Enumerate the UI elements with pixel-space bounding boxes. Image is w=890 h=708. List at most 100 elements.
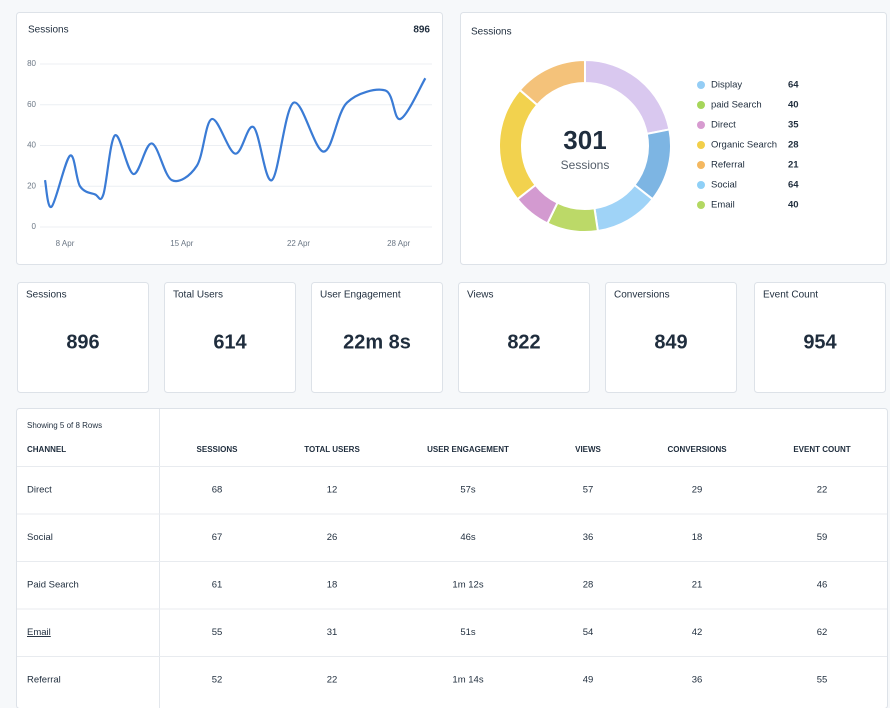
line-title: Sessions bbox=[28, 25, 69, 36]
cell: 52 bbox=[212, 675, 223, 686]
cell: 29 bbox=[692, 485, 703, 496]
donut-segment bbox=[518, 58, 586, 107]
donut-title: Sessions bbox=[471, 27, 512, 38]
line-total: 896 bbox=[413, 25, 430, 36]
cell: 1m 14s bbox=[452, 675, 483, 686]
column-header: EVENT COUNT bbox=[793, 445, 850, 454]
legend-value: 21 bbox=[788, 160, 799, 171]
column-header: TOTAL USERS bbox=[304, 445, 360, 454]
legend-swatch bbox=[697, 181, 705, 189]
channel-link[interactable]: Email bbox=[27, 627, 51, 638]
legend-value: 64 bbox=[788, 80, 799, 91]
legend-label: Email bbox=[711, 200, 735, 211]
kpi-label: User Engagement bbox=[320, 290, 401, 301]
cell: 46s bbox=[460, 532, 476, 543]
cell: 22 bbox=[817, 485, 828, 496]
donut-center-label: Sessions bbox=[561, 158, 610, 172]
cell: 26 bbox=[327, 532, 338, 543]
cell: 49 bbox=[583, 675, 594, 686]
cell: 67 bbox=[212, 532, 223, 543]
legend-label: Direct bbox=[711, 120, 736, 131]
kpi-value: 822 bbox=[507, 331, 540, 353]
cell: 36 bbox=[692, 675, 703, 686]
legend-swatch bbox=[697, 161, 705, 169]
kpi-label: Conversions bbox=[614, 290, 670, 301]
cell: 28 bbox=[583, 580, 594, 591]
cell: 55 bbox=[212, 627, 223, 638]
cell: 21 bbox=[692, 580, 703, 591]
legend-swatch bbox=[697, 141, 705, 149]
cell: 18 bbox=[692, 532, 703, 543]
y-tick-label: 40 bbox=[27, 141, 36, 150]
kpi-card bbox=[311, 282, 443, 393]
kpi-label: Sessions bbox=[26, 290, 67, 301]
donut-center-value: 301 bbox=[563, 125, 606, 155]
x-tick-label: 8 Apr bbox=[56, 239, 75, 248]
legend-value: 28 bbox=[788, 140, 799, 151]
column-header: SESSIONS bbox=[197, 445, 239, 454]
column-header: VIEWS bbox=[575, 445, 601, 454]
legend-label: paid Search bbox=[711, 100, 762, 111]
legend-label: Organic Search bbox=[711, 140, 777, 151]
legend-label: Social bbox=[711, 180, 737, 191]
cell: 57 bbox=[583, 485, 594, 496]
column-header: CHANNEL bbox=[27, 445, 66, 454]
y-tick-label: 20 bbox=[27, 181, 36, 190]
cell: 36 bbox=[583, 532, 594, 543]
kpi-label: Total Users bbox=[173, 290, 223, 301]
cell: 68 bbox=[212, 485, 223, 496]
kpi-label: Views bbox=[467, 290, 494, 301]
cell: 62 bbox=[817, 627, 828, 638]
cell: 18 bbox=[327, 580, 338, 591]
x-tick-label: 28 Apr bbox=[387, 239, 410, 248]
kpi-card bbox=[164, 282, 296, 393]
legend-swatch bbox=[697, 101, 705, 109]
cell: 51s bbox=[460, 627, 476, 638]
legend-swatch bbox=[697, 121, 705, 129]
legend-value: 64 bbox=[788, 180, 799, 191]
channel-name: Social bbox=[27, 532, 53, 543]
legend-swatch bbox=[697, 81, 705, 89]
cell: 1m 12s bbox=[452, 580, 483, 591]
legend-label: Referral bbox=[711, 160, 745, 171]
cell: 54 bbox=[583, 627, 594, 638]
column-header: CONVERSIONS bbox=[667, 445, 727, 454]
session-line bbox=[43, 77, 427, 208]
table-caption: Showing 5 of 8 Rows bbox=[27, 421, 102, 430]
x-tick-label: 15 Apr bbox=[170, 239, 193, 248]
cell: 42 bbox=[692, 627, 703, 638]
kpi-card bbox=[754, 282, 886, 393]
y-tick-label: 80 bbox=[27, 59, 36, 68]
line-card bbox=[16, 12, 443, 265]
x-tick-label: 22 Apr bbox=[287, 239, 310, 248]
y-tick-label: 0 bbox=[32, 222, 37, 231]
column-header: USER ENGAGEMENT bbox=[427, 445, 509, 454]
legend-value: 40 bbox=[788, 100, 799, 111]
legend-value: 40 bbox=[788, 200, 799, 211]
kpi-card bbox=[605, 282, 737, 393]
cell: 57s bbox=[460, 485, 476, 496]
cell: 55 bbox=[817, 675, 828, 686]
kpi-value: 22m 8s bbox=[343, 331, 411, 353]
kpi-value: 849 bbox=[654, 331, 687, 353]
kpi-value: 614 bbox=[213, 331, 247, 353]
legend-swatch bbox=[697, 201, 705, 209]
channel-name: Paid Search bbox=[27, 580, 79, 591]
kpi-card bbox=[458, 282, 590, 393]
y-tick-label: 60 bbox=[27, 100, 36, 109]
legend-label: Display bbox=[711, 80, 742, 91]
cell: 61 bbox=[212, 580, 223, 591]
cell: 59 bbox=[817, 532, 828, 543]
donut-card bbox=[460, 12, 887, 265]
kpi-value: 896 bbox=[66, 331, 99, 353]
cell: 46 bbox=[817, 580, 828, 591]
cell: 12 bbox=[327, 485, 338, 496]
channel-name: Referral bbox=[27, 675, 61, 686]
legend-value: 35 bbox=[788, 120, 799, 131]
kpi-value: 954 bbox=[803, 331, 837, 353]
cell: 31 bbox=[327, 627, 338, 638]
cell: 22 bbox=[327, 675, 338, 686]
kpi-label: Event Count bbox=[763, 290, 818, 301]
channel-name: Direct bbox=[27, 485, 52, 496]
